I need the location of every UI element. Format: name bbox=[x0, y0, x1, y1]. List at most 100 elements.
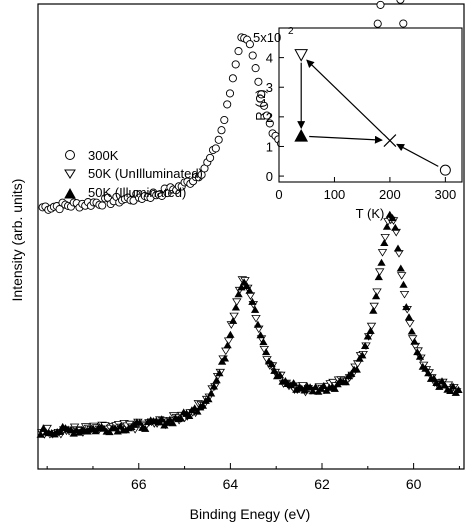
inset-y-axis-label: R (Ω) bbox=[253, 89, 268, 120]
data-point-filled-up-triangle bbox=[141, 424, 150, 432]
data-point-open-circle bbox=[98, 201, 107, 210]
data-point-filled-up-triangle bbox=[448, 382, 458, 390]
data-point-open-circle bbox=[262, 111, 271, 120]
data-point-open-down-triangle bbox=[380, 234, 390, 242]
data-point-filled-up-triangle bbox=[223, 341, 232, 349]
data-point-filled-up-triangle bbox=[289, 379, 298, 387]
data-point-open-circle bbox=[248, 51, 257, 60]
data-point-filled-up-triangle bbox=[253, 320, 263, 328]
legend: 300K 50K (UnIlluminated) 50K (Illuminate… bbox=[64, 148, 203, 200]
inset-arrow-3 bbox=[309, 135, 383, 144]
inset-x-axis-label: T (K) bbox=[356, 206, 385, 221]
data-point-filled-up-triangle bbox=[185, 412, 194, 419]
data-point-filled-up-triangle bbox=[55, 427, 65, 435]
inset-y-tick-label-0: 0 bbox=[266, 169, 273, 184]
data-point-filled-up-triangle bbox=[333, 380, 342, 388]
data-point-filled-up-triangle bbox=[429, 374, 438, 382]
data-point-filled-up-triangle bbox=[250, 305, 260, 313]
x-tick-label-60: 60 bbox=[406, 476, 422, 492]
data-point-filled-up-triangle bbox=[36, 430, 45, 438]
data-point-filled-up-triangle bbox=[374, 273, 383, 281]
data-point-filled-up-triangle bbox=[220, 354, 230, 362]
data-point-open-down-triangle bbox=[245, 292, 256, 300]
inset-x-tick-label-0: 0 bbox=[275, 187, 282, 202]
data-point-filled-up-triangle bbox=[341, 378, 350, 386]
inset-arrow-0 bbox=[396, 143, 439, 167]
data-point-filled-up-triangle bbox=[105, 428, 114, 436]
data-point-filled-up-triangle bbox=[261, 348, 271, 356]
data-point-filled-up-triangle bbox=[360, 342, 370, 349]
inset-frame bbox=[278, 27, 463, 183]
legend-label-50k-illuminated: 50K (Illuminated) bbox=[88, 185, 186, 200]
legend-label-50k-unilluminated: 50K (UnIlluminated) bbox=[88, 166, 203, 181]
inset-y-tick-label-1: 1 bbox=[266, 139, 273, 154]
data-point-open-down-triangle bbox=[251, 315, 261, 323]
data-point-filled-up-triangle bbox=[358, 351, 367, 359]
data-point-filled-up-triangle bbox=[382, 222, 392, 230]
data-point-open-circle bbox=[251, 64, 260, 73]
inset-arrows bbox=[297, 59, 439, 167]
data-point-open-down-triangle bbox=[377, 249, 388, 257]
data-point-filled-up-triangle bbox=[308, 387, 317, 395]
data-point-open-down-triangle bbox=[223, 337, 234, 346]
data-point-open-circle bbox=[396, 0, 405, 4]
inset-point-cross bbox=[383, 134, 397, 147]
data-point-filled-up-triangle bbox=[415, 352, 425, 360]
data-point-open-circle bbox=[211, 144, 220, 153]
data-point-filled-up-triangle bbox=[245, 286, 254, 294]
data-point-open-down-triangle bbox=[399, 291, 410, 299]
data-point-open-down-triangle bbox=[221, 347, 231, 356]
data-point-filled-up-triangle bbox=[380, 239, 389, 246]
data-point-open-down-triangle bbox=[369, 302, 379, 311]
inset-chart: 0 100 200 300 0 1 2 3 4 5x10 2 T (K) R (Ω) bbox=[253, 26, 463, 221]
data-point-filled-up-triangle bbox=[193, 407, 202, 415]
data-point-open-circle bbox=[399, 19, 408, 28]
legend-marker-300k bbox=[65, 150, 75, 160]
x-tick-label-64: 64 bbox=[223, 476, 239, 492]
inset-point-open-down-triangle bbox=[294, 49, 309, 62]
data-point-open-circle bbox=[376, 0, 385, 9]
data-point-filled-up-triangle bbox=[413, 348, 422, 356]
data-point-filled-up-triangle bbox=[228, 316, 238, 324]
data-point-open-down-triangle bbox=[396, 272, 407, 280]
data-point-open-circle bbox=[254, 77, 263, 86]
data-point-open-circle bbox=[214, 135, 223, 144]
data-point-filled-up-triangle bbox=[371, 292, 381, 300]
data-point-filled-up-triangle bbox=[377, 258, 386, 266]
inset-y-exponent-label: 5x10 bbox=[253, 30, 281, 45]
data-point-filled-up-triangle bbox=[305, 383, 315, 391]
data-point-filled-up-triangle bbox=[256, 331, 265, 339]
data-point-open-circle bbox=[220, 115, 229, 125]
inset-y-tick-label-4: 4 bbox=[266, 51, 273, 66]
data-point-filled-up-triangle bbox=[407, 327, 416, 335]
data-point-filled-up-triangle bbox=[116, 422, 125, 430]
data-point-filled-up-triangle bbox=[399, 280, 408, 288]
data-point-filled-up-triangle bbox=[209, 382, 219, 390]
data-point-filled-up-triangle bbox=[212, 376, 221, 384]
data-point-filled-up-triangle bbox=[226, 330, 235, 338]
data-point-open-circle bbox=[260, 101, 269, 110]
data-point-open-circle bbox=[234, 47, 243, 56]
inset-y-exponent-power: 2 bbox=[288, 26, 294, 37]
data-point-filled-up-triangle bbox=[424, 369, 433, 377]
x-tick-label-62: 62 bbox=[314, 476, 330, 492]
data-point-filled-up-triangle bbox=[402, 303, 411, 311]
data-point-open-down-triangle bbox=[374, 268, 385, 276]
inset-points bbox=[294, 49, 451, 176]
data-point-filled-up-triangle bbox=[446, 387, 455, 394]
data-point-filled-up-triangle bbox=[267, 360, 276, 368]
data-point-filled-up-triangle bbox=[157, 415, 166, 423]
data-point-open-down-triangle bbox=[405, 320, 415, 328]
inset-x-tick-label-200: 200 bbox=[379, 187, 401, 202]
data-point-filled-up-triangle bbox=[388, 214, 397, 222]
data-point-filled-up-triangle bbox=[352, 365, 361, 373]
data-point-filled-up-triangle bbox=[204, 395, 213, 403]
inset-point-filled-up-triangle bbox=[294, 129, 309, 142]
inset-y-tick-label-2: 2 bbox=[266, 110, 273, 125]
data-point-filled-up-triangle bbox=[391, 223, 400, 231]
data-point-open-circle bbox=[206, 153, 215, 162]
data-point-filled-up-triangle bbox=[39, 424, 48, 432]
data-point-filled-up-triangle bbox=[347, 369, 356, 377]
data-point-open-down-triangle bbox=[366, 322, 377, 331]
